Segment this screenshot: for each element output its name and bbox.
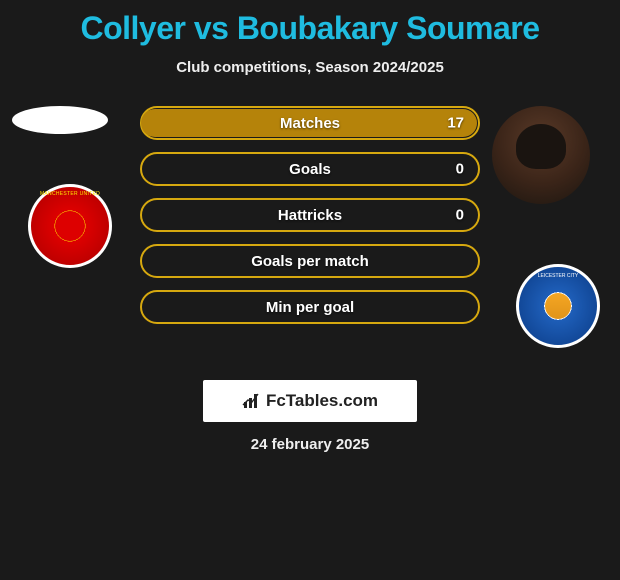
vs-text: vs [185, 10, 236, 46]
stat-label: Matches [280, 115, 340, 132]
subtitle: Club competitions, Season 2024/2025 [0, 59, 620, 76]
brand-badge: FcTables.com [203, 380, 417, 422]
stat-value-right: 17 [447, 115, 464, 132]
player2-club-logo [516, 264, 600, 348]
stat-label: Hattricks [278, 207, 342, 224]
brand-text: FcTables.com [266, 391, 378, 411]
stat-label: Min per goal [266, 299, 354, 316]
player2-name: Boubakary Soumare [237, 10, 540, 46]
stats-list: Matches 17 Goals 0 Hattricks 0 Goals per match… [140, 106, 480, 336]
comparison-main: Matches 17 Goals 0 Hattricks 0 Goals per match… [0, 106, 620, 366]
player2-photo [492, 106, 590, 204]
player1-photo [12, 106, 108, 134]
stat-row: Hattricks 0 [140, 198, 480, 232]
player1-club-logo [28, 184, 112, 268]
stat-value-right: 0 [456, 207, 464, 224]
chart-icon [242, 392, 260, 410]
stat-row: Goals 0 [140, 152, 480, 186]
footer-date: 24 february 2025 [0, 436, 620, 453]
stat-row: Matches 17 [140, 106, 480, 140]
player1-name: Collyer [80, 10, 185, 46]
stat-row: Goals per match [140, 244, 480, 278]
stat-label: Goals [289, 161, 331, 178]
stat-value-right: 0 [456, 161, 464, 178]
stat-row: Min per goal [140, 290, 480, 324]
stat-label: Goals per match [251, 253, 369, 270]
page-title: Collyer vs Boubakary Soumare [0, 0, 620, 47]
